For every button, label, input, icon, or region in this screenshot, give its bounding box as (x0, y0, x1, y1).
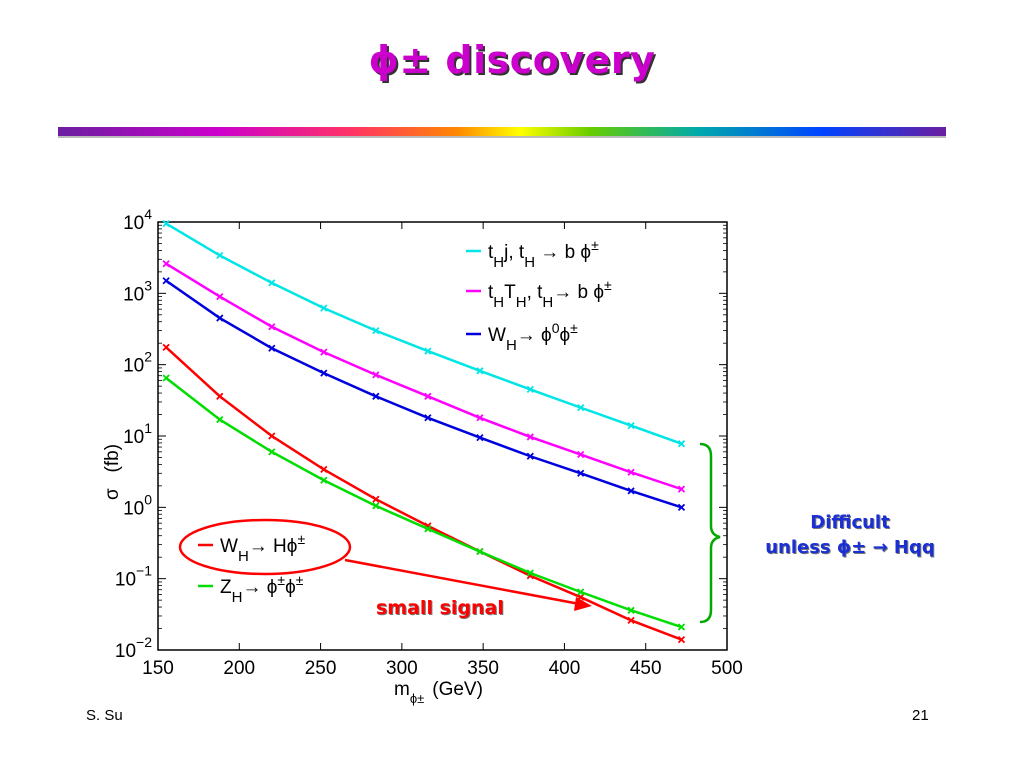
x-axis-label-sub: ϕ± (410, 691, 424, 706)
data-point-whh (372, 495, 380, 503)
x-tick-label: 450 (630, 658, 662, 679)
data-point-whh (627, 616, 635, 625)
y-tick-label: 103 (123, 277, 152, 305)
x-tick-label: 350 (467, 658, 499, 679)
data-point-thj (216, 251, 224, 260)
title-rule (58, 127, 946, 138)
data-point-thth (372, 371, 380, 379)
x-tick-label: 150 (142, 658, 174, 679)
series-lines (162, 219, 686, 644)
data-point-zh (627, 606, 635, 614)
x-tick-label: 400 (549, 658, 581, 679)
side-note: Difficult unless ϕ± → Hqq (744, 510, 956, 560)
slide-title: ϕ± discovery (368, 38, 656, 82)
y-tick-label: 10−1 (115, 563, 152, 591)
x-axis-label: mϕ± (GeV) (394, 679, 483, 706)
data-point-whh (268, 432, 276, 440)
data-point-thj (320, 304, 328, 312)
data-point-thj (424, 347, 432, 355)
callout-arrowhead (574, 597, 592, 611)
axis-ticks: 150 200 250 300 350 400 450 500 10−2 10−1 100 101 10… (115, 206, 743, 679)
legend-label-zh: ZH→ ϕ±ϕ± (220, 572, 304, 606)
legend-label-thth: tHTH, tH→ b ϕ± (488, 277, 612, 311)
data-point-zh (577, 588, 585, 596)
data-point-zh (268, 448, 276, 456)
data-point-thj (372, 326, 380, 335)
side-note-line2: unless ϕ± → Hqq (765, 537, 935, 558)
data-point-thth (216, 292, 224, 301)
data-point-whh (162, 343, 170, 351)
data-point-thj (677, 440, 686, 448)
side-note-line1: Difficult (810, 512, 890, 533)
y-tick-label: 102 (123, 349, 152, 377)
x-tick-label: 250 (305, 658, 337, 679)
data-point-thth (677, 485, 686, 493)
data-point-zh (162, 374, 170, 382)
data-point-wh0 (424, 414, 432, 422)
data-point-wh0 (577, 469, 585, 477)
data-point-thj (526, 385, 534, 394)
footer-author: S. Su (86, 707, 123, 724)
data-point-thj (627, 421, 635, 430)
data-point-thth (577, 450, 585, 459)
data-point-thth (526, 433, 534, 441)
data-point-zh (216, 415, 224, 424)
x-tick-label: 200 (223, 658, 255, 679)
series-line-thj (165, 222, 682, 445)
data-point-wh0 (162, 277, 170, 285)
x-axis-label-main: m (394, 679, 410, 700)
legend-label-whh: WH→ Hϕ± (220, 531, 305, 565)
data-point-whh (320, 465, 328, 474)
callout-arrow (344, 558, 586, 607)
data-point-thth (268, 323, 276, 331)
highlight-ellipse (178, 518, 352, 576)
x-tick-label: 300 (386, 658, 418, 679)
data-point-zh (476, 547, 484, 556)
data-point-zh (677, 623, 686, 631)
y-tick-label: 10−2 (115, 634, 152, 662)
data-point-zh (526, 569, 534, 577)
data-point-thth (162, 260, 170, 268)
legend-label-thj: tHj, tH → b ϕ± (488, 237, 599, 271)
data-point-zh (424, 525, 432, 533)
data-point-zh (320, 476, 328, 484)
data-point-wh0 (526, 452, 534, 460)
data-point-wh0 (677, 503, 686, 511)
y-tick-label: 104 (123, 206, 152, 234)
grouping-brace (699, 442, 721, 624)
y-axis-label: σ (fb) (102, 444, 123, 500)
data-point-wh0 (476, 433, 484, 442)
legend-label-wh0: WH→ ϕ0ϕ± (488, 320, 578, 354)
data-point-whh (216, 392, 224, 400)
data-point-thth (320, 348, 328, 356)
data-point-thth (476, 414, 484, 422)
data-point-wh0 (372, 392, 380, 400)
data-point-wh0 (320, 369, 328, 377)
data-point-thj (476, 367, 484, 375)
data-point-thth (424, 392, 432, 400)
x-tick-label: 500 (711, 658, 743, 679)
legend: tHj, tH → b ϕ± tHTH, tH→ b ϕ± WH→ ϕ0ϕ± WH→ … (198, 237, 612, 606)
data-point-zh (372, 502, 380, 510)
data-point-thj (268, 279, 276, 287)
series-line-thth (165, 262, 682, 491)
y-tick-label: 100 (123, 491, 152, 519)
y-tick-label: 101 (123, 420, 152, 448)
data-point-thth (627, 468, 635, 476)
callout-label: small signal (376, 597, 504, 619)
data-point-whh (677, 635, 686, 644)
data-point-wh0 (627, 487, 635, 495)
data-point-wh0 (268, 344, 276, 352)
data-point-thj (577, 403, 585, 412)
x-axis-label-unit: (GeV) (432, 679, 483, 700)
data-point-wh0 (216, 314, 224, 322)
data-point-thj (162, 219, 170, 228)
page-number: 21 (912, 707, 929, 724)
